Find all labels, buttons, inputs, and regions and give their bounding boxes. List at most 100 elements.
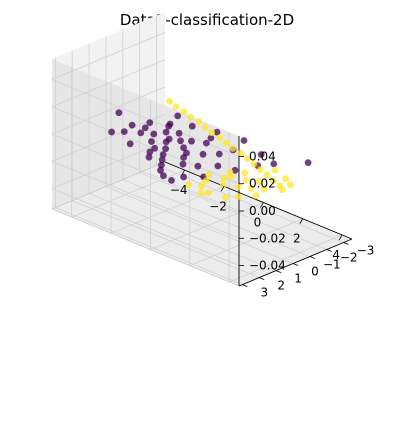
data-point-class-1 xyxy=(166,98,173,105)
data-point-class-0 xyxy=(151,144,159,152)
data-point-class-1 xyxy=(187,113,195,121)
data-point-class-1 xyxy=(208,129,216,137)
grid-line-y-floor xyxy=(72,200,260,278)
data-point-class-0 xyxy=(240,137,248,144)
floor-pane xyxy=(52,162,352,286)
data-point-class-1 xyxy=(241,169,249,177)
x-tick-mark xyxy=(260,202,264,208)
x-tick-label: −2 xyxy=(209,199,227,213)
data-point-class-1 xyxy=(220,174,228,182)
grid-line-y-floor xyxy=(105,186,294,264)
y-tick-label: −3 xyxy=(357,244,375,258)
y-tick-mark xyxy=(343,242,349,245)
x-axis-line xyxy=(164,161,353,240)
data-point-class-1 xyxy=(282,175,290,183)
data-point-class-0 xyxy=(199,150,207,158)
data-point-class-1 xyxy=(255,178,263,185)
z-tick-label: 0.00 xyxy=(249,204,276,218)
pane-edge xyxy=(51,161,166,210)
data-point-class-1 xyxy=(222,139,230,147)
data-point-class-0 xyxy=(145,153,153,161)
z-tick-label: −0.04 xyxy=(249,259,286,273)
data-point-class-1 xyxy=(198,182,206,190)
x-tick-label: 4 xyxy=(332,248,340,262)
z-tick-label: −0.02 xyxy=(249,231,286,245)
data-point-class-0 xyxy=(194,162,202,170)
grid-line-x-floor xyxy=(189,218,303,267)
data-point-class-1 xyxy=(219,181,227,189)
data-point-class-0 xyxy=(215,150,223,158)
data-point-class-0 xyxy=(157,166,164,174)
z-tick-label: 0.04 xyxy=(249,149,276,163)
data-point-class-0 xyxy=(174,112,182,120)
grid-line-y-floor xyxy=(156,165,344,243)
data-point-class-1 xyxy=(260,185,268,193)
data-point-class-0 xyxy=(304,159,312,167)
data-point-class-0 xyxy=(188,137,195,145)
data-point-class-0 xyxy=(168,177,175,184)
data-point-class-0 xyxy=(165,122,173,130)
grid-line-z-back xyxy=(51,160,240,239)
data-point-class-1 xyxy=(250,160,258,168)
data-point-class-0 xyxy=(177,137,184,145)
data-point-class-1 xyxy=(247,184,255,192)
data-point-class-1 xyxy=(244,155,251,163)
y-tick-label: 2 xyxy=(277,279,285,293)
grid-line-y-floor xyxy=(122,179,310,257)
data-point-class-1 xyxy=(234,193,242,201)
data-point-class-1 xyxy=(216,134,224,141)
data-point-class-1 xyxy=(271,166,279,174)
y-tick-mark xyxy=(292,263,299,266)
data-point-class-0 xyxy=(115,109,123,117)
grid-line-y-floor xyxy=(55,207,243,285)
data-point-class-1 xyxy=(222,193,229,201)
data-point-class-0 xyxy=(141,124,149,132)
data-point-class-0 xyxy=(150,130,158,138)
data-point-class-0 xyxy=(148,138,155,145)
data-point-class-0 xyxy=(146,119,154,126)
data-point-class-0 xyxy=(128,121,136,129)
data-point-class-1 xyxy=(197,189,205,197)
data-point-class-0 xyxy=(179,160,187,168)
y-tick-mark xyxy=(326,249,332,252)
data-point-class-1 xyxy=(252,192,260,200)
x-tick-label: −4 xyxy=(170,183,188,197)
data-point-class-1 xyxy=(180,108,188,115)
data-point-class-1 xyxy=(234,183,242,191)
data-point-class-0 xyxy=(180,144,188,152)
x-tick-mark xyxy=(220,186,225,192)
data-point-class-1 xyxy=(287,181,294,189)
data-point-class-1 xyxy=(205,171,213,179)
data-point-class-1 xyxy=(172,103,180,111)
y-tick-label: 1 xyxy=(294,272,302,286)
data-point-class-0 xyxy=(159,151,167,159)
grid-line-x-floor xyxy=(229,234,343,283)
grid-line-z-left xyxy=(51,59,166,108)
data-point-class-1 xyxy=(278,186,286,194)
y-tick-mark xyxy=(275,270,282,273)
data-point-class-1 xyxy=(269,177,277,184)
data-point-class-0 xyxy=(162,128,170,136)
x-tick-label: 0 xyxy=(254,216,262,230)
grid-line-z-left xyxy=(51,141,166,189)
grid-line-z-back xyxy=(51,188,240,266)
grid-line-y-floor xyxy=(88,193,277,271)
data-point-class-0 xyxy=(180,173,188,181)
data-point-class-1 xyxy=(226,169,234,176)
y-tick-mark xyxy=(259,277,265,280)
data-point-class-0 xyxy=(146,148,154,156)
data-point-class-0 xyxy=(108,128,115,136)
data-point-class-0 xyxy=(120,128,128,136)
data-point-class-1 xyxy=(195,118,203,126)
x-tick-mark xyxy=(299,218,304,224)
data-point-class-1 xyxy=(237,149,245,157)
data-point-class-0 xyxy=(137,129,145,137)
y-tick-label: 3 xyxy=(261,286,269,300)
data-point-class-0 xyxy=(165,135,173,143)
data-point-class-0 xyxy=(207,134,215,142)
data-point-class-0 xyxy=(126,140,134,148)
data-point-class-0 xyxy=(188,122,196,130)
grid-line-z-back xyxy=(51,133,240,212)
